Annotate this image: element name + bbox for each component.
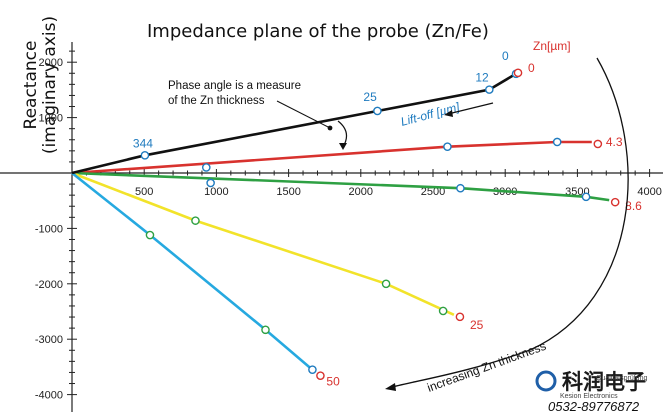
watermark: 科润电子 Kesion Electronics Qualitätsprüfung… bbox=[535, 370, 647, 414]
zn-zero-marker bbox=[513, 68, 523, 78]
company-subtitle: Qualitätsprüfung bbox=[596, 375, 647, 382]
liftoff-marker-label: 12 bbox=[475, 71, 489, 85]
liftoff-marker bbox=[140, 151, 150, 160]
series-1-end-marker bbox=[593, 139, 603, 149]
company-phone: 0532-89776872 bbox=[548, 399, 640, 414]
series-layer bbox=[71, 72, 610, 371]
axes: 500 1000 1500 2000 2500 3000 3500 400020001000-… bbox=[0, 42, 663, 412]
liftoff-marker bbox=[485, 85, 494, 94]
liftoff-marker bbox=[373, 106, 382, 116]
series-4-green-marker bbox=[261, 325, 270, 335]
series-3-green-marker bbox=[381, 279, 391, 289]
series-line-4 bbox=[71, 171, 314, 371]
liftoff-arrow-shaft bbox=[447, 102, 494, 115]
marker-layer: 4.3 8.6 25 50 344 25 12 0 0 bbox=[133, 49, 642, 389]
series-3-green-marker bbox=[191, 216, 200, 225]
series-2-blue-marker bbox=[581, 192, 591, 202]
series-3-end-label: 25 bbox=[470, 318, 484, 332]
series-2-blue-marker bbox=[456, 183, 465, 193]
series-line-1 bbox=[71, 140, 592, 175]
x-tick-label: 2500 bbox=[421, 186, 445, 198]
phase-angle-note-line2: of the Zn thickness bbox=[168, 95, 265, 107]
y-tick-label: -1000 bbox=[35, 223, 63, 235]
y-tick-label: 1000 bbox=[39, 113, 63, 125]
series-4-blue-marker bbox=[308, 365, 317, 374]
company-logo-icon bbox=[535, 370, 557, 392]
series-3-end-marker bbox=[455, 312, 465, 322]
phase-angle-arrowhead bbox=[339, 143, 347, 150]
y-axis-label: Reactance (imaginary axis) bbox=[21, 16, 60, 154]
increasing-thickness-arc bbox=[391, 57, 629, 388]
zn-unit-label: Zn[µm] bbox=[533, 39, 571, 53]
series-1-blue-marker bbox=[552, 137, 562, 147]
phase-angle-leader-line bbox=[276, 100, 331, 129]
x-tick-label: 2000 bbox=[349, 186, 373, 198]
series-4-end-label: 50 bbox=[326, 375, 340, 389]
x-tick-label: 4000 bbox=[637, 186, 661, 198]
series-2-end-marker bbox=[610, 197, 620, 207]
liftoff-marker-label: 344 bbox=[133, 136, 153, 150]
y-tick-label: -3000 bbox=[35, 334, 63, 346]
liftoff-marker-label: 0 bbox=[502, 49, 509, 63]
series-1-blue-marker bbox=[443, 142, 452, 151]
x-tick-label: 1000 bbox=[204, 186, 228, 198]
series-3-green-marker bbox=[438, 306, 448, 316]
x-tick-label: 500 bbox=[135, 186, 153, 198]
series-4-end-marker bbox=[316, 371, 325, 380]
phase-angle-leader-dot bbox=[327, 125, 333, 131]
liftoff-arrowhead bbox=[444, 110, 453, 117]
liftoff-marker-label: 25 bbox=[363, 90, 377, 104]
series-1-end-label: 4.3 bbox=[606, 135, 623, 149]
y-tick-label: 2000 bbox=[39, 57, 63, 69]
series-4-green-marker bbox=[145, 230, 155, 240]
chart-title: Impedance plane of the probe (Zn/Fe) bbox=[147, 21, 489, 42]
y-axis-label-line1: Reactance bbox=[21, 41, 41, 130]
y-tick-label: -2000 bbox=[35, 279, 63, 291]
series-1-blue-marker bbox=[201, 163, 211, 172]
series-2-end-label: 8.6 bbox=[625, 199, 642, 213]
series-line-2 bbox=[71, 171, 610, 202]
zn-zero-label: 0 bbox=[528, 61, 535, 75]
company-name: 科润电子 bbox=[562, 370, 646, 394]
increasing-thickness-arrowhead bbox=[385, 383, 396, 391]
company-name-en: Kesion Electronics bbox=[560, 393, 618, 400]
y-axis-label-line2: (imaginary axis) bbox=[40, 16, 60, 154]
series-2-blue-marker bbox=[206, 178, 215, 188]
phase-angle-note-line1: Phase angle is a measure bbox=[168, 80, 301, 92]
y-tick-label: -4000 bbox=[35, 390, 63, 402]
x-tick-label: 1500 bbox=[276, 186, 300, 198]
increasing-thickness-label: increasing Zn thickness bbox=[425, 339, 548, 395]
series-line-3 bbox=[71, 171, 455, 316]
